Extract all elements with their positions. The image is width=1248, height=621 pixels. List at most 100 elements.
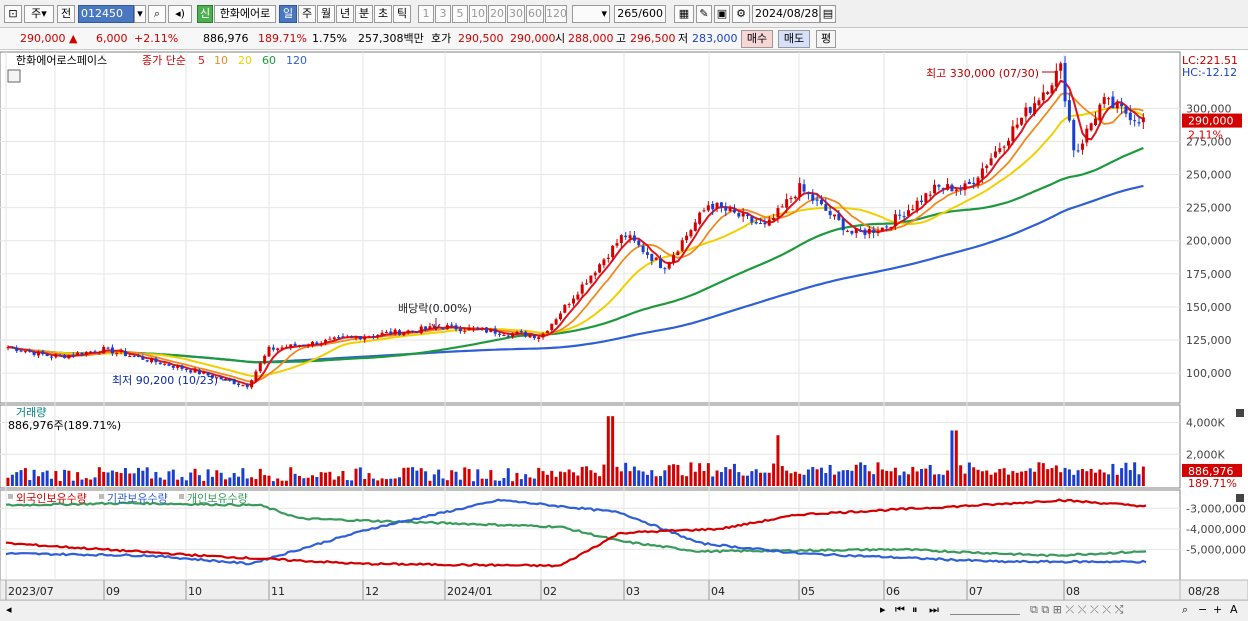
volume-bar [963,473,967,486]
draw-icon[interactable]: ✎ [696,5,712,23]
eval-button[interactable]: 평 [816,30,836,48]
zoom-out-icon[interactable]: − [1198,603,1208,616]
volume-bar [371,478,375,486]
volume-bar [889,471,893,486]
x-tick-label: 05 [801,585,815,598]
pause-icon[interactable]: ⏸ [912,603,918,616]
candle-body [1137,122,1141,124]
sell-button[interactable]: 매도 [778,30,810,48]
minute-5-button[interactable]: 5 [452,5,468,23]
candle-body [585,283,589,285]
new-badge[interactable]: 신 [197,5,213,23]
volume-bar [846,470,850,486]
minute-120-button[interactable]: 120 [545,5,567,23]
volume-bar [228,477,232,486]
volume-bar [672,464,676,486]
volume-bar [598,476,602,486]
candle-body [367,336,371,338]
candle-body [985,165,989,168]
first-icon[interactable]: ⏮ [895,603,905,616]
period-4-button[interactable]: 분 [355,5,373,23]
period-2-button[interactable]: 월 [317,5,335,23]
zoom-search-icon[interactable]: ⌕ [1182,603,1189,616]
zoom-in-icon[interactable]: + [1213,603,1223,616]
volume-bar [902,471,906,486]
minute-1-button[interactable]: 1 [418,5,434,23]
candle-body [567,304,571,306]
volume-bar [406,467,410,486]
candle-body [454,325,458,330]
buy-button[interactable]: 매수 [741,30,773,48]
candle-body [920,200,923,203]
play-icon[interactable]: ▸ [880,603,886,616]
volume-bar [872,474,876,486]
candle-body [167,364,171,366]
volume-bar [689,462,693,486]
volume-bar [1011,471,1015,486]
minute-10-button[interactable]: 10 [469,5,487,23]
volume-bar [258,468,262,486]
candle-body [350,336,354,338]
period-1-button[interactable]: 주 [298,5,316,23]
volume-bar [206,469,210,486]
grid-lines [0,51,1248,600]
candle-body [993,151,997,158]
text-a-icon[interactable]: A [1230,603,1238,616]
zoom-slider[interactable] [950,604,1020,615]
volume-title: 거래량 [16,406,46,419]
speaker-icon[interactable]: ◂) [168,5,192,23]
volume-bar [641,471,645,486]
candle-body [963,183,967,190]
candle-body [615,243,619,246]
volume-bar [1059,472,1063,486]
window-icon[interactable]: ⊡ [4,5,22,23]
date-input[interactable]: 2024/08/28 [752,5,820,23]
candle-body [867,228,871,234]
minute-60-button[interactable]: 60 [526,5,544,23]
minute-20-button[interactable]: 20 [488,5,506,23]
candle-body [667,262,671,269]
close-icon [1236,409,1244,417]
minute-30-button[interactable]: 30 [507,5,525,23]
last-icon[interactable]: ⏭ [929,603,939,616]
candle-body [906,210,910,216]
candle-body [606,257,610,259]
all-button[interactable]: 전 [57,5,75,23]
candle-body [450,324,454,326]
scroll-left-icon[interactable]: ◂ [6,603,12,616]
volume-bar [319,472,323,486]
period-5-button[interactable]: 초 [374,5,392,23]
volume-bar [611,416,615,486]
volume-bar [158,477,162,486]
volume-bar [511,481,515,486]
volume-bar [1102,472,1106,486]
minute-3-button[interactable]: 3 [435,5,451,23]
calendar-icon[interactable]: ▤ [820,5,836,23]
code-input[interactable]: 012450 [78,5,134,23]
volume-bar [254,479,258,486]
volume-bar [219,472,223,486]
save-icon[interactable]: ▣ [714,5,730,23]
chart-area[interactable]: 300,000 275,000 250,000 225,000 200,000 175,0… [0,50,1248,600]
candle-body [1120,103,1124,107]
candle-body [163,363,167,365]
volume-bar [928,464,932,486]
candle-body [1072,120,1076,151]
period-3-button[interactable]: 년 [336,5,354,23]
chevron-down-icon[interactable]: ▾ [134,5,146,23]
period-0-button[interactable]: 일 [279,5,297,23]
candle-body [915,200,919,211]
candle-body [319,343,323,345]
type-select[interactable]: 주▾ [24,5,54,23]
quote-high-label: 고 [616,32,627,45]
gear-icon[interactable]: ⚙ [732,5,750,23]
count-input[interactable]: 265/600 [614,5,666,23]
grid-icon[interactable]: ▦ [674,5,694,23]
tools-icon[interactable]: ⧉ ⧉ ⊞ ⤫ ⤬ ⤫ ⤬ ⤭ [1030,603,1124,616]
period-6-button[interactable]: 틱 [393,5,411,23]
volume-bar [537,467,541,486]
candle-body [632,235,636,241]
search-icon[interactable]: ⌕ [148,5,166,23]
volume-bar [163,479,167,486]
minute-input[interactable]: ▾ [572,5,610,23]
